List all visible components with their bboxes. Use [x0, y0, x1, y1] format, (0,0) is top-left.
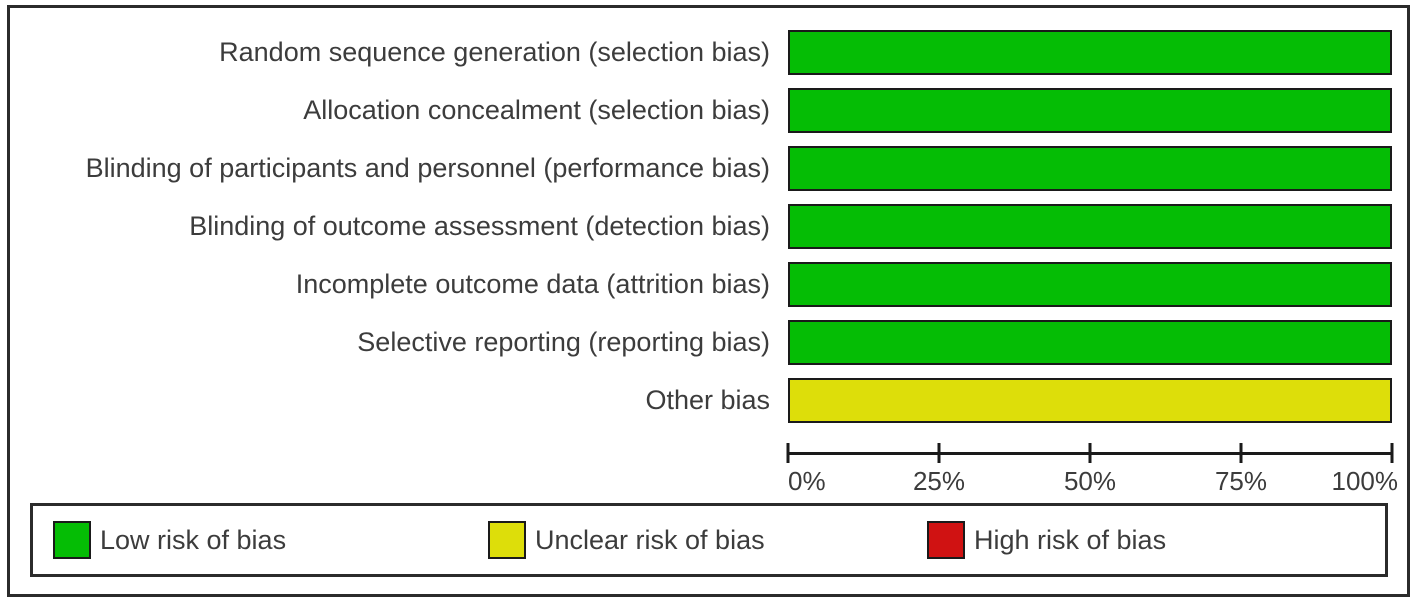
unclear-risk-of-bias-swatch	[488, 521, 526, 559]
legend-label: Unclear risk of bias	[535, 524, 765, 555]
bar-segment-low-risk-of-bias	[788, 204, 1392, 249]
bar-track	[788, 88, 1392, 133]
legend-label: High risk of bias	[974, 524, 1167, 555]
bar-segment-unclear-risk-of-bias	[788, 378, 1392, 423]
bar-segment-low-risk-of-bias	[788, 30, 1392, 75]
category-label: Blinding of participants and personnel (…	[85, 153, 770, 183]
x-axis-tick-label: 25%	[912, 466, 966, 496]
x-axis-tick	[937, 443, 941, 463]
chart-row: Selective reporting (reporting bias)	[10, 320, 1396, 365]
bar-segment-low-risk-of-bias	[788, 88, 1392, 133]
bar-track	[788, 30, 1392, 75]
category-label: Selective reporting (reporting bias)	[357, 327, 770, 357]
category-label: Blinding of outcome assessment (detectio…	[189, 211, 770, 241]
bar-track	[788, 378, 1392, 423]
x-axis-tick	[1088, 443, 1092, 463]
x-axis-tick-label: 100%	[1331, 466, 1399, 496]
legend-label: Low risk of bias	[100, 524, 287, 555]
high-risk-of-bias-swatch	[927, 521, 965, 559]
legend-entry-high-risk-of-bias: High risk of bias	[927, 521, 1166, 559]
chart-row: Other bias	[10, 378, 1396, 423]
chart-row: Allocation concealment (selection bias)	[10, 88, 1396, 133]
legend: Low risk of bias Unclear risk of bias High…	[30, 503, 1388, 577]
bar-track	[788, 262, 1392, 307]
x-axis-tick	[1239, 443, 1243, 463]
legend-entry-unclear-risk-of-bias: Unclear risk of bias	[488, 521, 765, 559]
bar-segment-low-risk-of-bias	[788, 262, 1392, 307]
x-axis: 0% 25% 50% 75% 100%	[786, 440, 1398, 498]
legend-entry-low-risk-of-bias: Low risk of bias	[53, 521, 286, 559]
x-axis-tick	[1390, 443, 1394, 463]
chart-row: Incomplete outcome data (attrition bias)	[10, 262, 1396, 307]
category-label: Random sequence generation (selection bi…	[219, 37, 770, 67]
x-axis-tick-label: 75%	[1214, 466, 1268, 496]
risk-of-bias-chart-frame: Random sequence generation (selection bi…	[7, 5, 1410, 597]
bar-segment-low-risk-of-bias	[788, 146, 1392, 191]
category-label: Incomplete outcome data (attrition bias)	[295, 269, 770, 299]
x-axis-tick	[786, 443, 790, 463]
x-axis-tick-label: 50%	[1063, 466, 1117, 496]
category-label: Other bias	[645, 385, 770, 415]
chart-row: Blinding of outcome assessment (detectio…	[10, 204, 1396, 249]
bar-track	[788, 146, 1392, 191]
bar-track	[788, 320, 1392, 365]
bar-track	[788, 204, 1392, 249]
low-risk-of-bias-swatch	[53, 521, 91, 559]
x-axis-tick-label: 0%	[788, 466, 826, 496]
chart-rows: Random sequence generation (selection bi…	[10, 30, 1396, 436]
bar-segment-low-risk-of-bias	[788, 320, 1392, 365]
chart-row: Blinding of participants and personnel (…	[10, 146, 1396, 191]
chart-row: Random sequence generation (selection bi…	[10, 30, 1396, 75]
category-label: Allocation concealment (selection bias)	[303, 95, 770, 125]
